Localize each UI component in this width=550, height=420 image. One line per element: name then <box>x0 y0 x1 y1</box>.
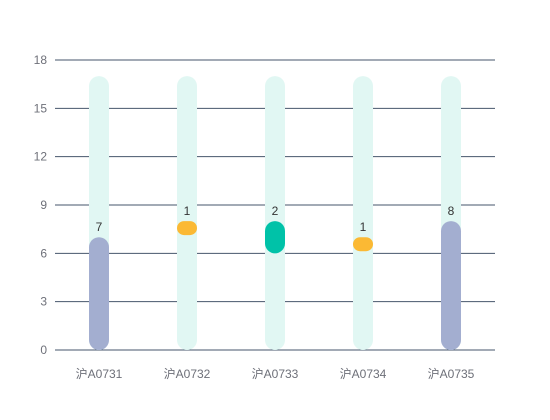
y-tick-label: 9 <box>40 198 47 212</box>
y-tick-label: 3 <box>40 295 47 309</box>
x-tick-label: 沪A0732 <box>164 367 211 381</box>
data-label: 2 <box>272 204 279 218</box>
y-axis-labels: 0 3 6 9 12 15 18 <box>34 53 48 357</box>
x-axis-labels: 沪A0731 沪A0732 沪A0733 沪A0734 沪A0735 <box>76 367 475 381</box>
data-bar <box>177 221 197 236</box>
x-tick-label: 沪A0733 <box>252 367 299 381</box>
y-tick-label: 15 <box>34 101 48 115</box>
x-tick-label: 沪A0734 <box>340 367 387 381</box>
x-tick-label: 沪A0735 <box>428 367 475 381</box>
data-label: 8 <box>448 204 455 218</box>
background-bar <box>177 76 197 350</box>
y-tick-label: 6 <box>40 246 47 260</box>
data-bar <box>353 237 373 252</box>
y-tick-label: 0 <box>40 343 47 357</box>
data-label: 1 <box>184 204 191 218</box>
background-bar <box>265 76 285 350</box>
y-tick-label: 18 <box>34 53 48 67</box>
data-bar <box>441 221 461 350</box>
data-bar <box>89 237 109 350</box>
background-bar <box>353 76 373 350</box>
y-tick-label: 12 <box>34 150 48 164</box>
x-tick-label: 沪A0731 <box>76 367 123 381</box>
data-labels: 7 1 2 1 8 <box>96 204 455 234</box>
data-bars <box>89 221 461 350</box>
data-label: 1 <box>360 220 367 234</box>
data-bar <box>265 221 285 254</box>
data-label: 7 <box>96 220 103 234</box>
